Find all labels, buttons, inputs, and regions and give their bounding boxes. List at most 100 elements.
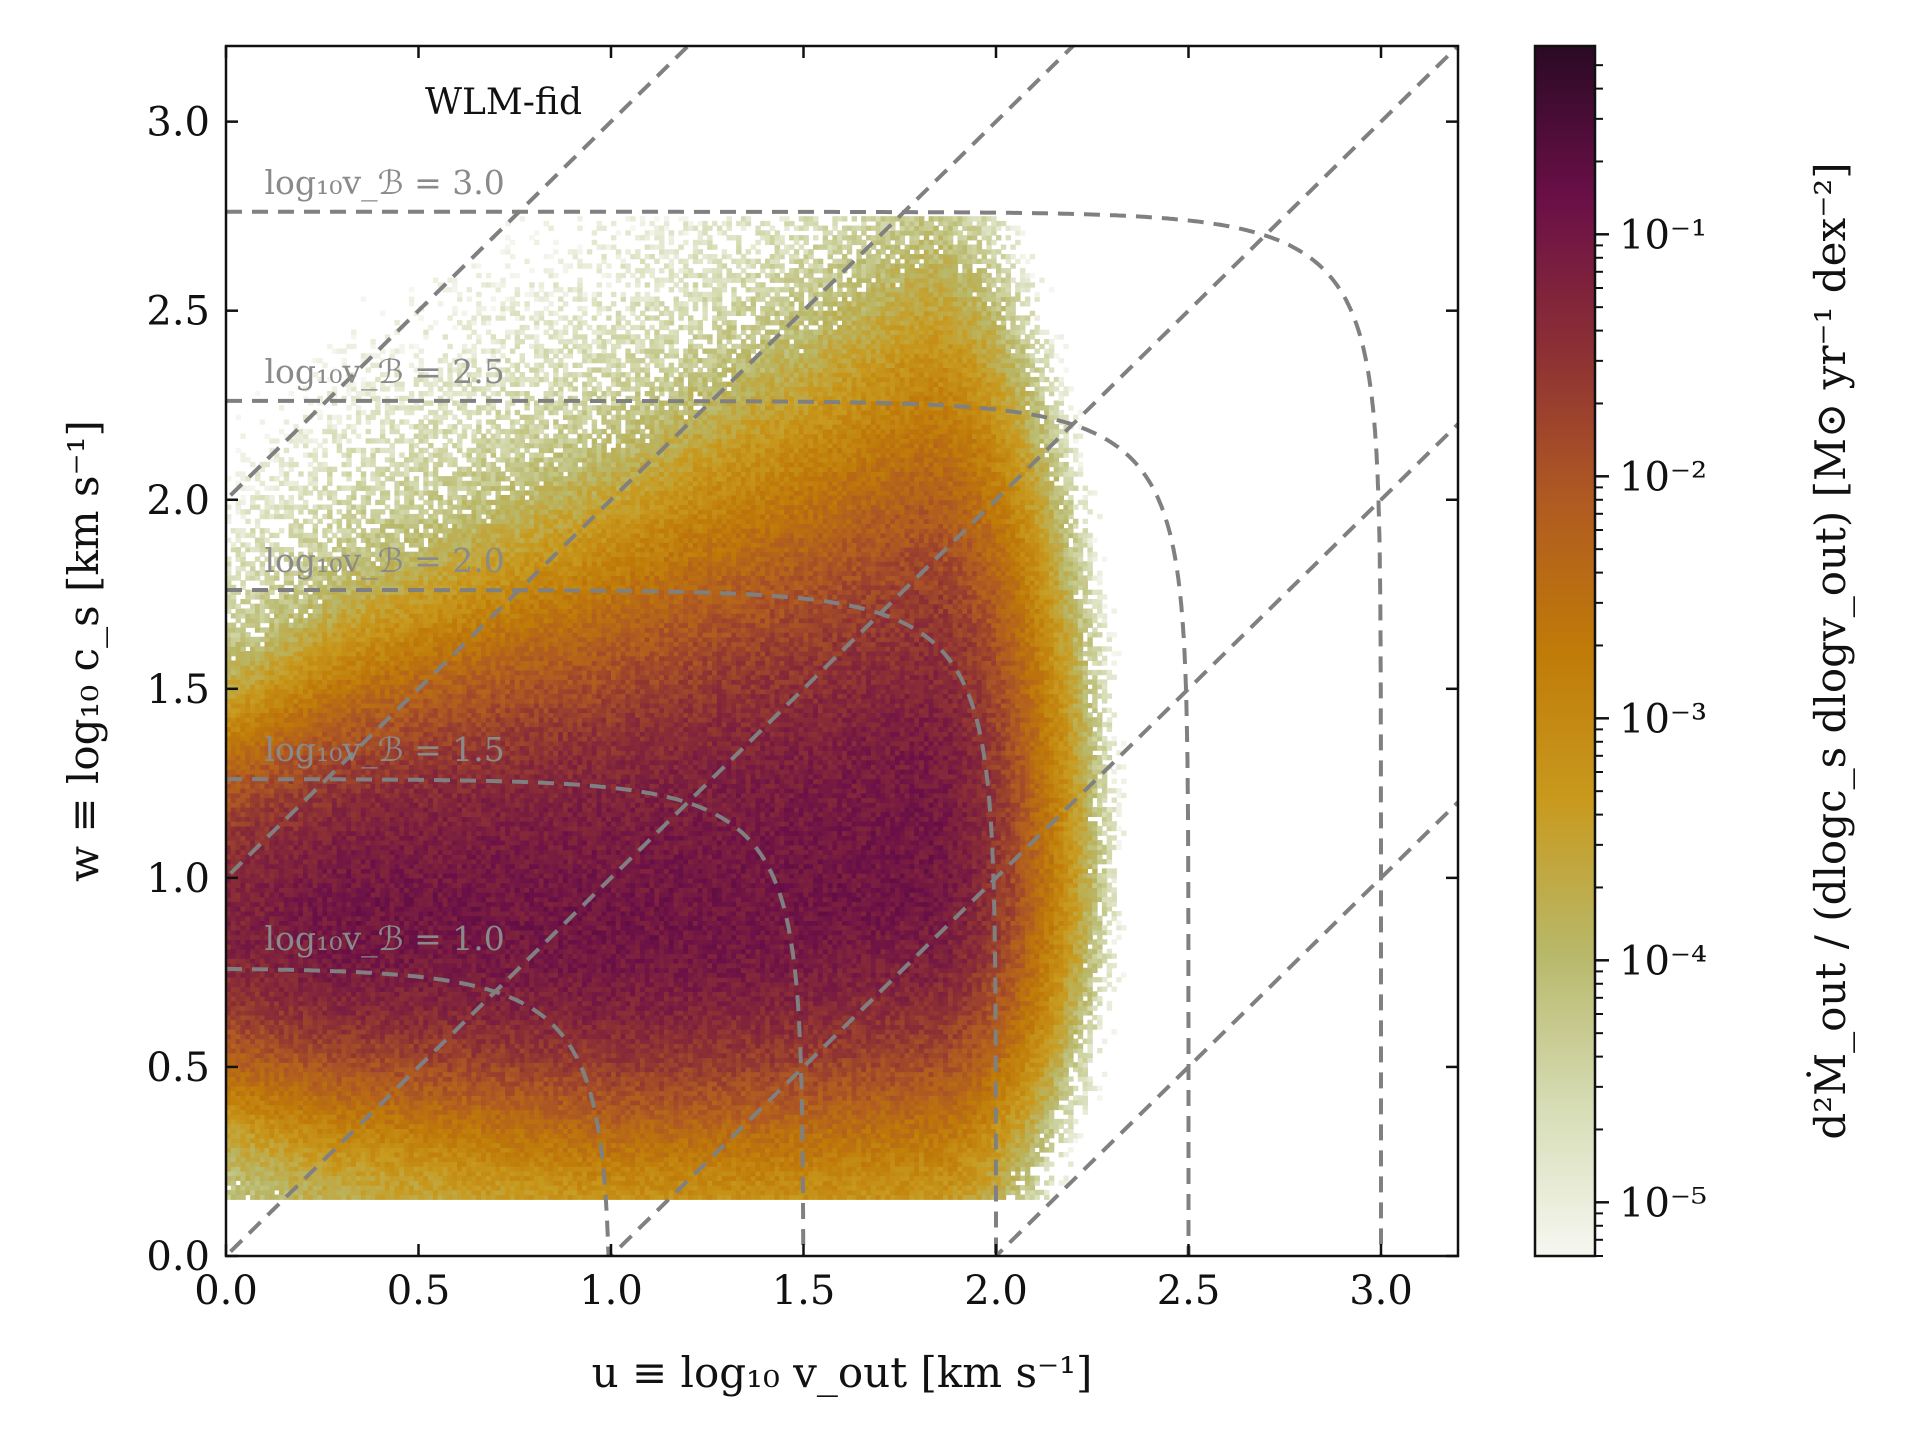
heatmap-cell <box>346 906 351 911</box>
heatmap-cell <box>303 1067 308 1072</box>
heatmap-cell <box>231 769 236 774</box>
heatmap-cell <box>351 1143 356 1148</box>
heatmap-cell <box>250 1081 255 1086</box>
heatmap-cell <box>298 826 303 831</box>
heatmap-cell <box>289 1062 294 1067</box>
heatmap-cell <box>260 812 265 817</box>
heatmap-cell <box>279 1166 284 1171</box>
heatmap-cell <box>293 906 298 911</box>
heatmap-cell <box>342 1180 347 1185</box>
heatmap-cell <box>250 760 255 765</box>
heatmap-cell <box>308 1105 313 1110</box>
heatmap-cell <box>255 859 260 864</box>
heatmap-cell <box>279 977 284 982</box>
heatmap-cell <box>298 495 303 500</box>
heatmap-cell <box>370 1147 375 1152</box>
heatmap-cell <box>322 1076 327 1081</box>
heatmap-cell <box>250 987 255 992</box>
heatmap-cell <box>337 1157 342 1162</box>
heatmap-cell <box>231 1076 236 1081</box>
heatmap-cell <box>250 694 255 699</box>
heatmap-cell <box>231 911 236 916</box>
heatmap-cell <box>255 902 260 907</box>
heatmap-cell <box>289 958 294 963</box>
heatmap-cell <box>255 575 260 580</box>
heatmap-cell <box>356 1143 361 1148</box>
heatmap-cell <box>351 835 356 840</box>
heatmap-cell <box>366 594 371 599</box>
heatmap-cell <box>332 835 337 840</box>
heatmap-cell <box>265 807 270 812</box>
heatmap-cell <box>293 1058 298 1063</box>
heatmap-cell <box>274 873 279 878</box>
heatmap-cell <box>240 1176 245 1181</box>
heatmap-cell <box>308 661 313 666</box>
heatmap-cell <box>322 646 327 651</box>
heatmap-cell <box>298 684 303 689</box>
heatmap-cell <box>356 1171 361 1176</box>
heatmap-cell <box>332 798 337 803</box>
heatmap-cell <box>366 646 371 651</box>
heatmap-cell <box>265 1029 270 1034</box>
heatmap-cell <box>265 826 270 831</box>
heatmap-cell <box>337 618 342 623</box>
heatmap-cell <box>351 495 356 500</box>
heatmap-cell <box>322 812 327 817</box>
heatmap-cell <box>231 698 236 703</box>
heatmap-cell <box>351 1124 356 1129</box>
heatmap-cell <box>293 897 298 902</box>
heatmap-cell <box>279 1072 284 1077</box>
heatmap-cell <box>356 911 361 916</box>
heatmap-cell <box>327 712 332 717</box>
heatmap-cell <box>250 1143 255 1148</box>
heatmap-cell <box>245 1062 250 1067</box>
heatmap-cell <box>327 523 332 528</box>
heatmap-cell <box>250 689 255 694</box>
heatmap-cell <box>236 1114 241 1119</box>
heatmap-cell <box>231 1015 236 1020</box>
heatmap-cell <box>293 1053 298 1058</box>
heatmap-cell <box>231 665 236 670</box>
heatmap-cell <box>236 1006 241 1011</box>
heatmap-cell <box>346 878 351 883</box>
heatmap-cell <box>260 883 265 888</box>
heatmap-cell <box>351 1053 356 1058</box>
heatmap-cell <box>279 405 284 410</box>
heatmap-cell <box>361 661 366 666</box>
heatmap-cell <box>269 1143 274 1148</box>
heatmap-cell <box>356 717 361 722</box>
heatmap-cell <box>361 1010 366 1015</box>
heatmap-cell <box>231 1006 236 1011</box>
heatmap-cell <box>265 977 270 982</box>
heatmap-cell <box>279 618 284 623</box>
heatmap-cell <box>322 1110 327 1115</box>
heatmap-cell <box>269 1010 274 1015</box>
heatmap-cell <box>356 1015 361 1020</box>
heatmap-cell <box>269 779 274 784</box>
heatmap-cell <box>265 627 270 632</box>
heatmap-cell <box>255 812 260 817</box>
heatmap-cell <box>250 656 255 661</box>
heatmap-cell <box>260 419 265 424</box>
heatmap-cell <box>322 850 327 855</box>
heatmap-cell <box>351 812 356 817</box>
heatmap-cell <box>265 868 270 873</box>
heatmap-cell <box>284 623 289 628</box>
heatmap-cell <box>265 637 270 642</box>
heatmap-cell <box>236 1110 241 1115</box>
heatmap-cell <box>245 916 250 921</box>
heatmap-cell <box>250 1010 255 1015</box>
heatmap-cell <box>356 448 361 453</box>
heatmap-cell <box>317 816 322 821</box>
heatmap-cell <box>303 821 308 826</box>
heatmap-cell <box>284 987 289 992</box>
heatmap-cell <box>356 864 361 869</box>
heatmap-cell <box>370 1157 375 1162</box>
heatmap-cell <box>279 1029 284 1034</box>
heatmap-cell <box>255 1171 260 1176</box>
heatmap-cell <box>332 1053 337 1058</box>
heatmap-cell <box>240 1095 245 1100</box>
heatmap-cell <box>317 694 322 699</box>
heatmap-cell <box>342 623 347 628</box>
heatmap-cell <box>265 500 270 505</box>
